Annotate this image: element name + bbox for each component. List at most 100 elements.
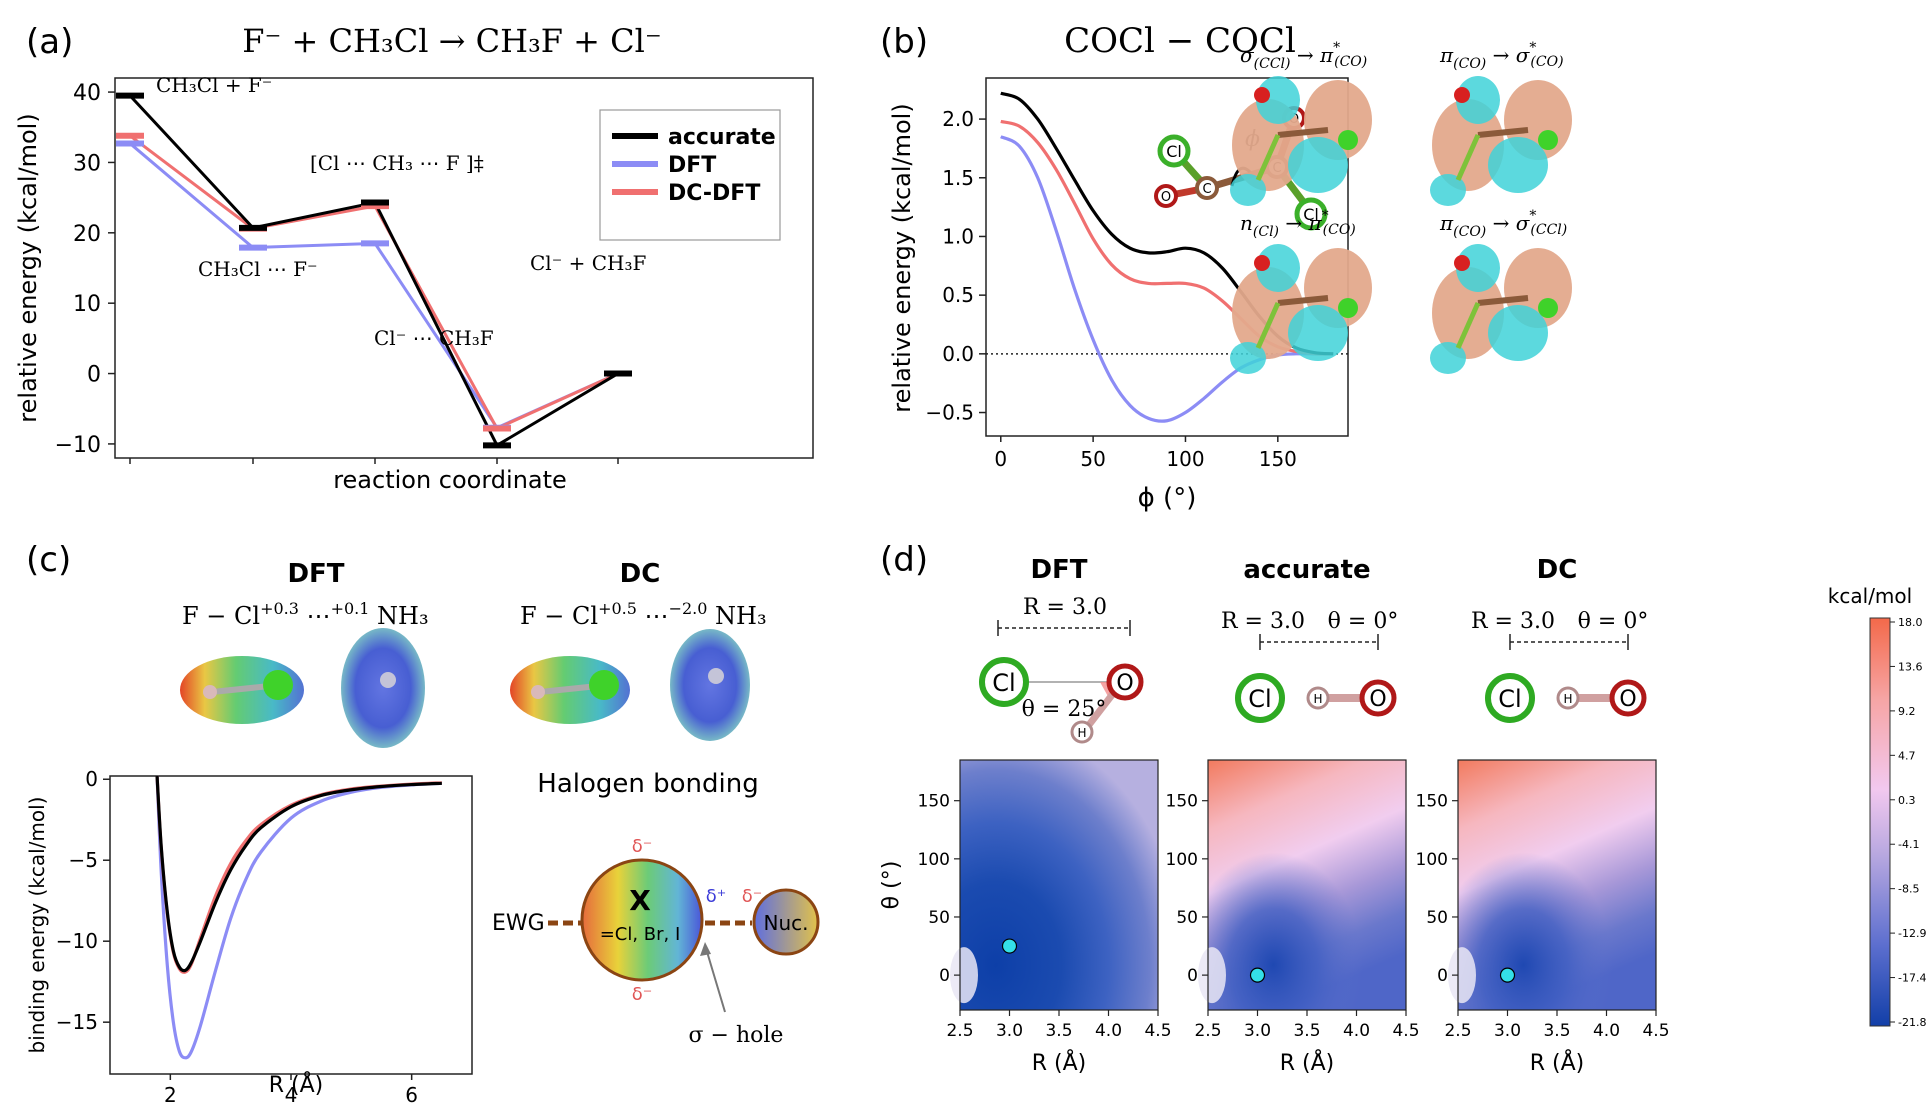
ytick-label: 0.5 [942,283,974,307]
panel-b-ylabel: relative energy (kcal/mol) [888,103,916,412]
ytick-label: 50 [1176,908,1198,928]
orbital-3: n(Cl) → π* (CO) [1230,208,1372,374]
panel-a-ylabel: relative energy (kcal/mol) [14,113,42,422]
ytick-label: 150 [1416,792,1448,812]
r-label: R = 3.0 [1221,609,1305,634]
svg-text:H: H [1563,692,1572,706]
map-ylabel: θ (°) [879,861,904,910]
heatmap-accurate [1198,759,1407,1011]
theta-label: θ = 0° [1578,609,1649,634]
panel-c-label: (c) [26,540,72,580]
panel-a-title: F⁻ + CH₃Cl → CH₃F + Cl⁻ [242,22,662,60]
ytick-label: 50 [928,908,950,928]
r-label: R = 3.0 [1023,595,1107,620]
colorbar-tick-label: 13.6 [1898,660,1923,673]
svg-text:δ⁻: δ⁻ [742,886,763,907]
ytick-label: 0.0 [942,342,974,366]
state-label: [Cl ⋯ CH₃ ⋯ F ]‡ [310,151,484,175]
svg-text:=Cl, Br, I: =Cl, Br, I [600,924,681,945]
svg-text:Cl: Cl [992,669,1015,697]
ytick-label: −0.5 [925,401,974,425]
svg-text:δ⁺: δ⁺ [706,886,727,907]
panel-b-xlabel: ϕ (°) [1138,483,1197,513]
theta-label: θ = 0° [1328,609,1399,634]
svg-text:C: C [1202,182,1211,197]
svg-text:Cl: Cl [1303,205,1319,224]
state-label: CH₃Cl ⋯ F⁻ [198,257,318,281]
panel-a-state-labels: CH₃Cl + F⁻ CH₃Cl ⋯ F⁻ [Cl ⋯ CH₃ ⋯ F ]‡ Cl⁻ … [156,73,646,350]
cl-h2o-diagram: R = 3.0 Cl O Hθ = 25° [979,595,1144,744]
panel-a: F⁻ + CH₃Cl → CH₃F + Cl⁻ −10 0 10 20 30 40 CH₃… [0,0,830,500]
panel-c-ticks: 0 −5 −10 −15 2 4 6 [56,767,418,1107]
colorbar: kcal/mol 18.0 13.6 9.2 4.7 0.3 -4.1 -8.5 -12.9 -… [1828,584,1927,1029]
dc-heading: DC [620,559,661,589]
state-label: Cl⁻ + CH₃F [530,251,646,275]
minimum-marker [1249,967,1266,983]
ytick-label: 0 [87,363,101,388]
panel-a-chart: F⁻ + CH₃Cl → CH₃F + Cl⁻ −10 0 10 20 30 40 CH₃… [14,22,814,494]
dft-heading: DFT [287,559,344,589]
panel-a-label: (a) [26,22,74,62]
legend-label-DC-DFT: DC-DFT [668,181,760,206]
xtick-label: 0 [994,447,1007,471]
ytick-label: 150 [1166,792,1198,812]
svg-text:H: H [1313,692,1322,706]
svg-text:Cl: Cl [1498,685,1521,713]
heatmap-DC [1448,759,1657,1011]
panel-a-series [116,92,632,449]
ytick-label: 30 [73,151,101,176]
colorbar-tick-label: 0.3 [1898,794,1916,807]
panel-a-xlabel: reaction coordinate [333,466,567,494]
ytick-label: 0 [1187,966,1198,986]
panel-b-label: (b) [880,22,929,62]
map-heading: DC [1537,555,1578,585]
xtick-label: 4.0 [1343,1021,1370,1041]
ytick-label: 100 [918,850,950,870]
map-xlabel: R (Å) [1530,1049,1585,1076]
xtick-label: 4 [285,1083,298,1103]
ytick-label: 150 [918,792,950,812]
orbital-label: π(CO) → σ* (CCl) [1439,208,1567,240]
xtick-label: 6 [405,1083,418,1103]
panel-d-label: (d) [880,540,929,580]
ytick-label: −5 [69,848,98,872]
svg-text:δ⁻: δ⁻ [632,836,653,857]
xtick-label: 3.0 [996,1021,1023,1041]
xtick-label: 3.5 [1045,1021,1072,1041]
ytick-label: −15 [56,1010,98,1034]
series-line-accurate [155,775,442,973]
xtick-label: 4.5 [1642,1021,1669,1041]
svg-text:H: H [1077,726,1086,740]
svg-text:Cl: Cl [1248,685,1271,713]
ytick-label: 10 [73,292,101,317]
cl-h2o-diagram: R = 3.0 θ = 0° Cl H O [1471,609,1649,723]
halogen-bonding-title: Halogen bonding [537,769,758,799]
xtick-label: 3.5 [1293,1021,1320,1041]
ytick-label: 0 [939,966,950,986]
colorbar-tick-label: 18.0 [1898,616,1923,629]
colorbar-tick-label: 4.7 [1898,749,1916,762]
series-line-DC-DFT [129,134,619,431]
map-xlabel: R (Å) [1032,1049,1087,1076]
esp-dc [510,629,750,741]
orbital-4: π(CO) → σ* (CCl) [1430,208,1572,374]
map-xlabel: R (Å) [1280,1049,1335,1076]
dft-formula: F − Cl+0.3 ⋯+0.1 NH₃ [182,599,429,630]
esp-dft [180,628,425,748]
panel-a-yticks: −10 0 10 20 30 40 [55,81,619,464]
ytick-label: −10 [56,929,98,953]
panel-c-ylabel: binding energy (kcal/mol) [25,797,49,1054]
panel-c-series [155,775,442,1060]
r-label: R = 3.0 [1471,609,1555,634]
theta-label: θ = 25° [1022,697,1107,722]
ytick-label: 1.0 [942,224,974,248]
map-heading: DFT [1030,555,1087,585]
series-line-DFT [155,775,442,1060]
orbital-images: σ(CCl) → π* (CO) π(CO) → σ* (CO) n(Cl) → π*(… [1230,40,1572,374]
state-label: CH₃Cl + F⁻ [156,73,272,97]
svg-text:O: O [1369,687,1386,712]
ytick-label: 0 [1437,966,1448,986]
colorbar-tick-label: -4.1 [1898,838,1919,851]
map-accurate: accurate R = 3.0 θ = 0° Cl H O 2.5 3.0 3.5 4.0 4.5… [1166,555,1420,1076]
